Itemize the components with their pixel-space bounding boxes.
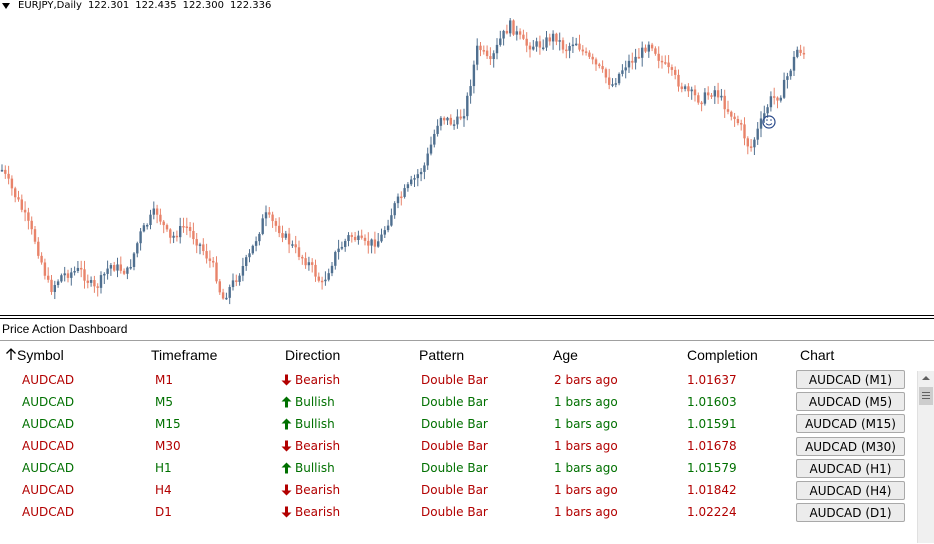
header-symbol-label: Symbol — [17, 347, 64, 363]
title-divider — [0, 340, 934, 341]
cell-timeframe: M15 — [155, 417, 181, 431]
cell-age: 1 bars ago — [554, 505, 618, 519]
header-chart[interactable]: Chart — [800, 347, 835, 363]
arrow-up-icon — [281, 418, 292, 430]
cell-pattern: Double Bar — [421, 461, 488, 475]
cell-symbol: AUDCAD — [22, 417, 75, 431]
direction-label: Bearish — [295, 373, 341, 387]
arrow-down-icon — [281, 374, 292, 386]
cell-direction: Bearish — [281, 439, 340, 453]
cell-completion: 1.01603 — [687, 395, 737, 409]
cell-age: 1 bars ago — [554, 417, 618, 431]
cell-timeframe: H1 — [155, 461, 172, 475]
open-chart-button[interactable]: AUDCAD (D1) — [796, 503, 905, 523]
cell-age: 2 bars ago — [554, 373, 618, 387]
arrow-down-icon — [281, 484, 292, 496]
cell-completion: 1.02224 — [687, 505, 737, 519]
cell-symbol: AUDCAD — [22, 505, 75, 519]
header-direction[interactable]: Direction — [285, 347, 341, 363]
open-chart-button[interactable]: AUDCAD (H4) — [796, 481, 905, 500]
price-chart[interactable]: EURJPY,Daily 122.301 122.435 122.300 122… — [0, 0, 934, 316]
cell-timeframe: M1 — [155, 373, 173, 387]
chart-header: EURJPY,Daily 122.301 122.435 122.300 122… — [2, 0, 271, 11]
cell-direction: Bullish — [281, 461, 335, 475]
cell-pattern: Double Bar — [421, 505, 488, 519]
arrow-down-icon — [281, 440, 292, 452]
header-age[interactable]: Age — [553, 347, 578, 363]
panel-divider[interactable] — [0, 315, 934, 316]
ohlc-high: 122.435 — [135, 0, 177, 11]
cell-age: 1 bars ago — [554, 395, 618, 409]
cell-pattern: Double Bar — [421, 417, 488, 431]
cell-completion: 1.01591 — [687, 417, 737, 431]
cell-symbol: AUDCAD — [22, 439, 75, 453]
cell-age: 1 bars ago — [554, 461, 618, 475]
scroll-up-arrow-icon[interactable] — [918, 371, 934, 385]
direction-label: Bearish — [295, 439, 341, 453]
header-timeframe[interactable]: Timeframe — [151, 347, 218, 363]
ohlc-open: 122.301 — [87, 0, 130, 11]
price-action-dashboard: Price Action Dashboard Symbol Timeframe … — [0, 319, 934, 544]
cell-direction: Bearish — [281, 483, 340, 497]
cell-age: 1 bars ago — [554, 439, 618, 453]
symbol-timeframe: EURJPY,Daily — [18, 0, 82, 11]
cell-completion: 1.01842 — [687, 483, 737, 497]
header-completion[interactable]: Completion — [687, 347, 758, 363]
cell-timeframe: M30 — [155, 439, 181, 453]
smiley-face-icon — [762, 115, 776, 129]
open-chart-button[interactable]: AUDCAD (H1) — [796, 458, 905, 478]
cell-direction: Bearish — [281, 373, 340, 387]
arrow-up-icon — [281, 462, 292, 474]
open-chart-button[interactable]: AUDCAD (M1) — [796, 370, 905, 389]
open-chart-button[interactable]: AUDCAD (M5) — [796, 392, 905, 412]
direction-label: Bearish — [295, 483, 341, 497]
ohlc-low: 122.300 — [182, 0, 225, 11]
vertical-scrollbar[interactable] — [917, 371, 934, 543]
scroll-thumb[interactable] — [919, 387, 933, 405]
cell-timeframe: M5 — [155, 395, 173, 409]
cell-completion: 1.01579 — [687, 461, 737, 475]
cell-completion: 1.01637 — [687, 373, 737, 387]
open-chart-button[interactable]: AUDCAD (M15) — [796, 414, 905, 434]
cell-direction: Bullish — [281, 395, 335, 409]
cell-timeframe: H4 — [155, 483, 172, 497]
open-chart-button[interactable]: AUDCAD (M30) — [796, 436, 905, 456]
cell-timeframe: D1 — [155, 505, 172, 519]
panel-divider-lower — [0, 318, 934, 319]
dropdown-triangle-icon[interactable] — [2, 2, 10, 9]
cell-completion: 1.01678 — [687, 439, 737, 453]
direction-label: Bearish — [295, 505, 341, 519]
cell-age: 1 bars ago — [554, 483, 618, 497]
cell-direction: Bearish — [281, 505, 340, 519]
ohlc-close: 122.336 — [230, 0, 272, 11]
cell-pattern: Double Bar — [421, 395, 488, 409]
candlestick-chart[interactable] — [0, 0, 934, 316]
direction-label: Bullish — [295, 395, 335, 409]
arrow-up-icon — [6, 348, 16, 360]
cell-pattern: Double Bar — [421, 439, 488, 453]
dashboard-title: Price Action Dashboard — [2, 322, 128, 336]
cell-symbol: AUDCAD — [22, 461, 75, 475]
cell-symbol: AUDCAD — [22, 373, 75, 387]
direction-label: Bullish — [295, 461, 335, 475]
cell-pattern: Double Bar — [421, 483, 488, 497]
header-pattern[interactable]: Pattern — [419, 347, 465, 363]
cell-direction: Bullish — [281, 417, 335, 431]
header-symbol[interactable]: Symbol — [5, 347, 64, 363]
cell-symbol: AUDCAD — [22, 483, 75, 497]
arrow-down-icon — [281, 506, 292, 518]
direction-label: Bullish — [295, 417, 335, 431]
cell-pattern: Double Bar — [421, 373, 488, 387]
arrow-up-icon — [281, 396, 292, 408]
cell-symbol: AUDCAD — [22, 395, 75, 409]
